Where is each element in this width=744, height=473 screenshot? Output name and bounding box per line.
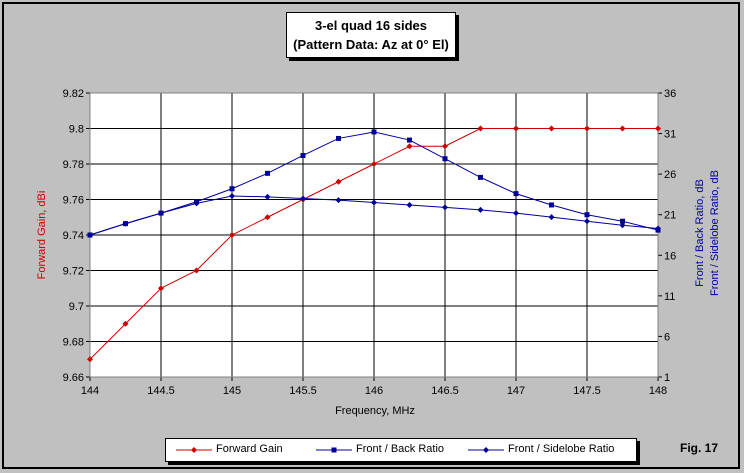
y-axis-right-label-1: Front / Back Ratio, dB (694, 179, 706, 287)
series-0-point (477, 125, 484, 132)
series-0-point (193, 267, 200, 274)
series-2-point (584, 218, 590, 225)
y-right-tick-label: 6 (664, 331, 670, 343)
series-1-point (478, 174, 483, 180)
legend-swatch-forward-gain (176, 447, 212, 453)
y-left-tick-label: 9.76 (63, 195, 84, 207)
series-0-point (87, 356, 93, 363)
series-0-point (371, 161, 377, 167)
x-tick-label: 147 (507, 385, 525, 397)
series-1-point (265, 170, 270, 176)
series-2-point (335, 197, 342, 204)
series-2-point (548, 214, 555, 221)
series-2-point (655, 225, 661, 232)
series-0-point (655, 125, 661, 132)
series-0-point (513, 125, 519, 132)
series-2-point (619, 222, 626, 229)
series-2-point (513, 210, 519, 217)
series-1-point (513, 191, 519, 197)
legend-swatch-front-sidelobe (468, 447, 504, 453)
x-tick-label: 145.5 (289, 385, 317, 397)
chart-title-box: 3-el quad 16 sides (Pattern Data: Az at … (286, 12, 456, 58)
y-right-tick-label: 21 (664, 210, 676, 222)
series-0-point (584, 125, 590, 132)
series-1-point (336, 135, 341, 141)
legend-label-forward-gain: Forward Gain (216, 443, 283, 455)
y-right-tick-label: 36 (664, 88, 676, 100)
y-left-tick-label: 9.74 (63, 230, 84, 242)
legend-label-front-sidelobe: Front / Sidelobe Ratio (508, 443, 615, 455)
series-2-point (229, 193, 235, 200)
chart-subtitle: (Pattern Data: Az at 0° El) (293, 37, 449, 52)
series-2-point (300, 195, 306, 202)
series-1-point (371, 129, 377, 135)
legend-swatch-front-back (316, 447, 352, 453)
y-left-tick-label: 9.66 (63, 372, 84, 384)
series-0-point (229, 232, 235, 238)
series-1-point (442, 156, 448, 162)
series-1-point (549, 202, 554, 208)
series-2-point (477, 206, 484, 213)
x-tick-label: 144.5 (147, 385, 175, 397)
series-1-point (584, 212, 590, 218)
series-2-point (122, 220, 129, 227)
y-left-tick-label: 9.78 (63, 159, 84, 171)
y-axis-right-label-2: Front / Sidelobe Ratio, dB (709, 170, 721, 296)
x-tick-label: 146 (365, 385, 383, 397)
legend-label-front-back: Front / Back Ratio (356, 443, 445, 455)
series-0-point (442, 143, 448, 150)
y-left-tick-label: 9.68 (63, 337, 84, 349)
series-1-point (229, 186, 235, 192)
x-tick-label: 144 (81, 385, 99, 397)
series-0-point (548, 125, 555, 132)
x-tick-label: 147.5 (573, 385, 601, 397)
series-2-point (158, 210, 164, 217)
y-right-tick-label: 1 (664, 372, 670, 384)
x-tick-label: 148 (649, 385, 667, 397)
series-1-point (300, 152, 306, 158)
y-right-tick-label: 11 (664, 291, 675, 303)
legend: Forward Gain Front / Back Ratio Front / … (165, 438, 637, 462)
y-left-tick-label: 9.82 (63, 88, 84, 100)
series-1-point (407, 137, 412, 143)
series-0-point (264, 214, 271, 221)
series-1-point (620, 218, 625, 224)
series-0-point (406, 143, 413, 150)
y-left-tick-label: 9.7 (69, 301, 84, 313)
chart-title: 3-el quad 16 sides (315, 18, 427, 33)
series-2-point (371, 199, 377, 206)
series-2-point (193, 200, 200, 207)
series-0-point (122, 320, 129, 327)
y-right-tick-label: 31 (664, 129, 676, 141)
series-0-point (158, 285, 164, 292)
series-2-point (264, 193, 271, 200)
y-left-tick-label: 9.8 (69, 124, 84, 136)
x-axis-label: Frequency, MHz (335, 405, 415, 417)
series-0-point (335, 178, 342, 185)
y-right-tick-label: 26 (664, 169, 676, 181)
figure-label: Fig. 17 (680, 441, 719, 455)
series-2-point (406, 201, 413, 208)
series-0-point (619, 125, 626, 132)
y-axis-left-label: Forward Gain, dBi (36, 190, 48, 280)
y-right-tick-label: 16 (664, 250, 676, 262)
series-2-point (442, 204, 448, 211)
x-tick-label: 146.5 (431, 385, 459, 397)
x-tick-label: 145 (223, 385, 241, 397)
y-left-tick-label: 9.72 (63, 266, 84, 278)
series-2-point (87, 232, 93, 238)
